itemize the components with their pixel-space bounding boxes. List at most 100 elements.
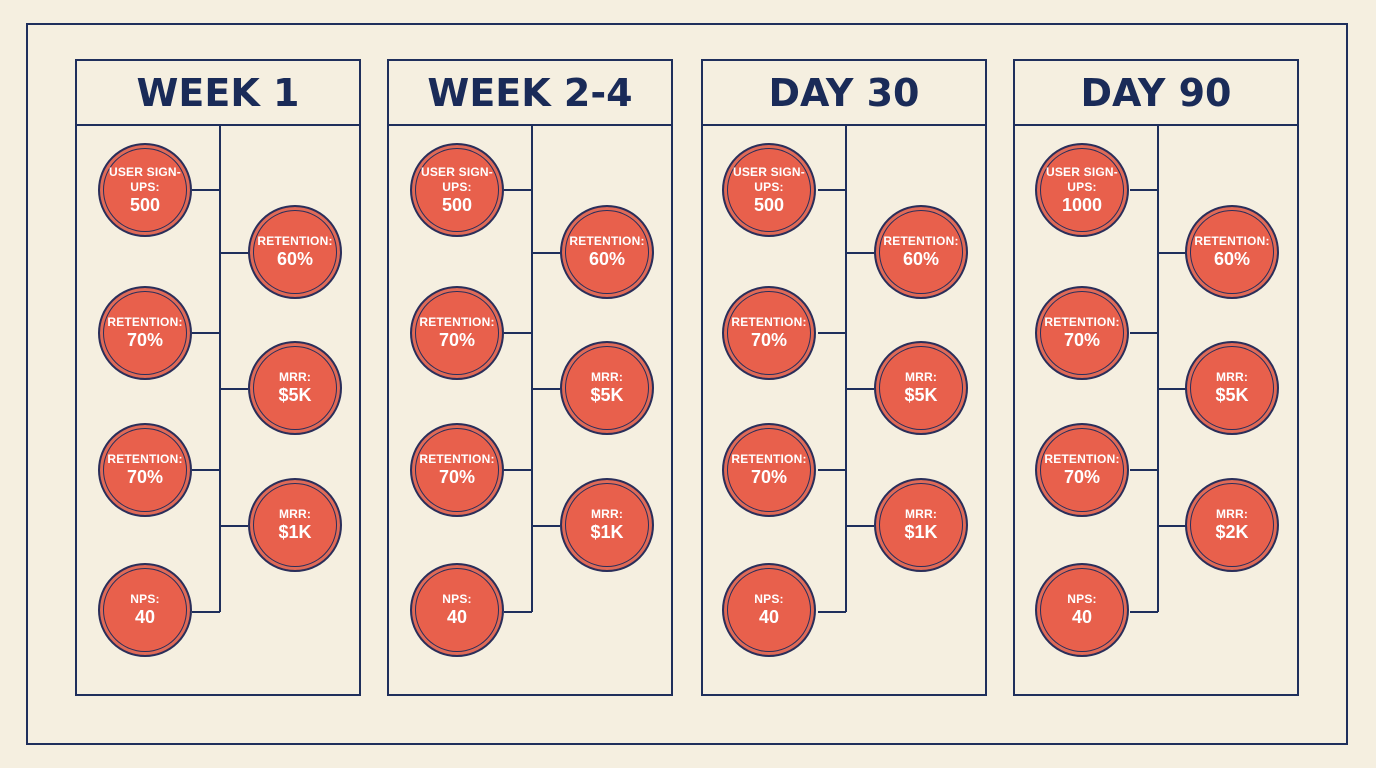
metric-value: 70% <box>438 467 476 487</box>
connector-branch <box>818 469 846 471</box>
metric-circle: NPS: 40 <box>98 563 192 657</box>
metric-circle: RETENTION: 70% <box>722 423 816 517</box>
metric-label: NPS: <box>754 592 784 606</box>
diagram-frame <box>26 23 1348 745</box>
metric-circle: RETENTION: 70% <box>1035 423 1129 517</box>
connector-trunk <box>531 126 533 612</box>
metric-value: 1000 <box>1061 194 1103 215</box>
metric-label: MRR: <box>904 370 938 384</box>
metric-value: 500 <box>129 194 161 215</box>
panel-header: DAY 30 <box>703 61 985 126</box>
metric-circle: MRR: $5K <box>874 341 968 435</box>
panel-week-2-4: WEEK 2-4 USER SIGN-UPS: 500 RETENTION: 7… <box>387 59 673 696</box>
metric-value: 70% <box>750 467 788 487</box>
metric-circle: USER SIGN-UPS: 500 <box>722 143 816 237</box>
metric-label: RETENTION: <box>883 234 959 248</box>
metric-label: RETENTION: <box>1044 452 1120 466</box>
panel-day-30: DAY 30 USER SIGN-UPS: 500 RETENTION: 70%… <box>701 59 987 696</box>
connector-branch <box>1130 332 1158 334</box>
metric-label: MRR: <box>1215 507 1249 521</box>
connector-branch <box>532 252 560 254</box>
metric-circle: RETENTION: 70% <box>410 423 504 517</box>
metric-circle: RETENTION: 60% <box>1185 205 1279 299</box>
metric-label: USER SIGN-UPS: <box>732 164 805 194</box>
connector-trunk <box>219 126 221 612</box>
connector-branch <box>192 189 220 191</box>
metric-value: $2K <box>1215 522 1249 542</box>
connector-branch <box>220 252 248 254</box>
metric-value: 40 <box>758 607 780 627</box>
panel-week-1: WEEK 1 USER SIGN-UPS: 500 RETENTION: 70%… <box>75 59 361 696</box>
metric-label: USER SIGN-UPS: <box>420 164 493 194</box>
metric-circle: USER SIGN-UPS: 1000 <box>1035 143 1129 237</box>
metric-circle: NPS: 40 <box>722 563 816 657</box>
connector-trunk <box>1157 126 1159 612</box>
metric-value: 70% <box>126 330 164 350</box>
metric-value: 70% <box>750 330 788 350</box>
connector-branch <box>846 388 874 390</box>
metric-circle: MRR: $2K <box>1185 478 1279 572</box>
metric-value: 70% <box>1063 330 1101 350</box>
metric-circle: RETENTION: 60% <box>560 205 654 299</box>
metric-value: $5K <box>904 385 938 405</box>
metric-circle: USER SIGN-UPS: 500 <box>410 143 504 237</box>
metric-value: $1K <box>904 522 938 542</box>
connector-branch <box>504 189 532 191</box>
metric-value: 40 <box>446 607 468 627</box>
metric-circle: MRR: $1K <box>560 478 654 572</box>
metric-label: MRR: <box>1215 370 1249 384</box>
panel-title: DAY 90 <box>1080 70 1232 115</box>
metric-label: RETENTION: <box>107 315 183 329</box>
metric-label: MRR: <box>278 507 312 521</box>
panel-title: WEEK 1 <box>136 70 300 115</box>
metric-value: $1K <box>590 522 624 542</box>
metric-label: MRR: <box>590 370 624 384</box>
metric-circle: NPS: 40 <box>1035 563 1129 657</box>
connector-branch <box>1158 388 1186 390</box>
metric-label: MRR: <box>904 507 938 521</box>
metric-value: $5K <box>278 385 312 405</box>
connector-branch <box>192 611 220 613</box>
metric-label: NPS: <box>442 592 472 606</box>
metric-value: 70% <box>1063 467 1101 487</box>
metric-circle: RETENTION: 70% <box>98 286 192 380</box>
metric-circle: MRR: $1K <box>248 478 342 572</box>
connector-branch <box>1158 525 1186 527</box>
metric-value: 60% <box>1213 249 1251 269</box>
metric-label: RETENTION: <box>257 234 333 248</box>
metric-value: 500 <box>753 194 785 215</box>
metric-value: $1K <box>278 522 312 542</box>
metric-circle: RETENTION: 70% <box>98 423 192 517</box>
panel-header: WEEK 1 <box>77 61 359 126</box>
connector-branch <box>846 252 874 254</box>
connector-branch <box>846 525 874 527</box>
panel-title: WEEK 2-4 <box>427 70 633 115</box>
connector-branch <box>1158 252 1186 254</box>
metric-value: 60% <box>588 249 626 269</box>
connector-branch <box>192 469 220 471</box>
connector-trunk <box>845 126 847 612</box>
metric-value: 60% <box>276 249 314 269</box>
connector-branch <box>220 525 248 527</box>
metric-circle: RETENTION: 70% <box>1035 286 1129 380</box>
metric-value: $5K <box>1215 385 1249 405</box>
connector-branch <box>818 332 846 334</box>
connector-branch <box>1130 469 1158 471</box>
metric-circle: MRR: $5K <box>248 341 342 435</box>
metric-label: RETENTION: <box>731 452 807 466</box>
connector-branch <box>1130 611 1158 613</box>
metric-label: NPS: <box>130 592 160 606</box>
metric-label: RETENTION: <box>1194 234 1270 248</box>
metric-circle: RETENTION: 70% <box>722 286 816 380</box>
metric-label: USER SIGN-UPS: <box>1045 164 1118 194</box>
metric-label: RETENTION: <box>1044 315 1120 329</box>
connector-branch <box>818 611 846 613</box>
metric-label: RETENTION: <box>419 315 495 329</box>
metric-label: MRR: <box>590 507 624 521</box>
metric-value: $5K <box>590 385 624 405</box>
connector-branch <box>504 611 532 613</box>
connector-branch <box>1130 189 1158 191</box>
metric-value: 500 <box>441 194 473 215</box>
metric-circle: NPS: 40 <box>410 563 504 657</box>
metric-circle: USER SIGN-UPS: 500 <box>98 143 192 237</box>
